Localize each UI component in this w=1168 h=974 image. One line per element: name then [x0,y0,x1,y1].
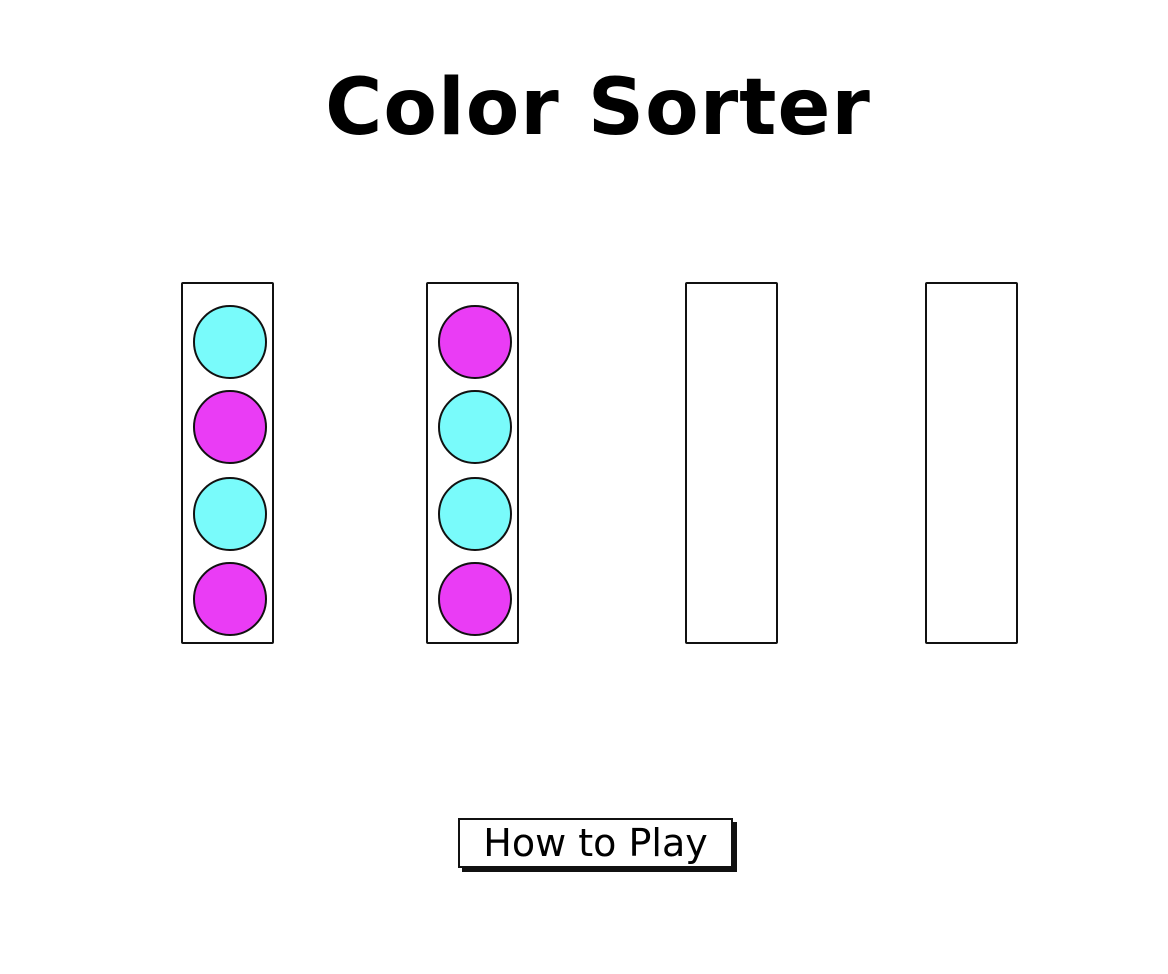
tube-1[interactable] [181,282,274,644]
magenta-ball [193,390,267,464]
tube-3[interactable] [685,282,778,644]
how-to-play-button[interactable]: How to Play [458,818,733,868]
game-title: Color Sorter [325,63,871,153]
tube-4[interactable] [925,282,1018,644]
magenta-ball [438,562,512,636]
cyan-ball [193,305,267,379]
cyan-ball [438,477,512,551]
cyan-ball [193,477,267,551]
magenta-ball [193,562,267,636]
magenta-ball [438,305,512,379]
cyan-ball [438,390,512,464]
tube-2[interactable] [426,282,519,644]
